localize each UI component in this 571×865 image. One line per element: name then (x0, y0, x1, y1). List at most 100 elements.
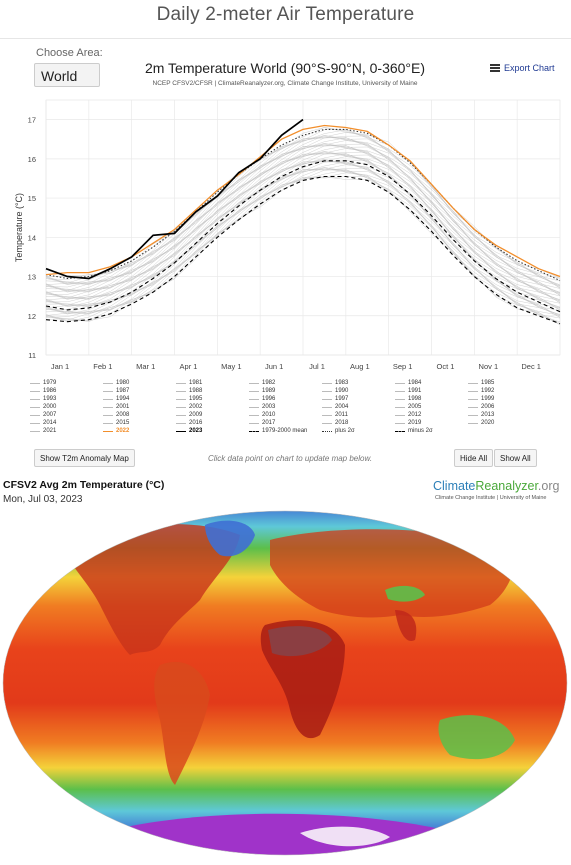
y-tick-label: 15 (28, 194, 36, 203)
legend-item[interactable]: 1990 (322, 387, 395, 395)
legend-item[interactable]: 1979-2000 mean (249, 427, 322, 435)
legend-label: 2008 (116, 412, 130, 418)
legend-swatch (322, 422, 332, 424)
legend-label: 1984 (408, 380, 422, 386)
x-tick-label: Aug 1 (350, 362, 370, 371)
legend-swatch (103, 382, 113, 384)
legend-item[interactable]: 2022 (103, 427, 176, 435)
legend-item[interactable]: 1997 (322, 395, 395, 403)
x-tick-label: Jun 1 (265, 362, 283, 371)
legend-swatch (30, 390, 40, 392)
export-chart-button[interactable]: Export Chart (490, 63, 555, 73)
legend-swatch (395, 382, 405, 384)
year-series-line (45, 153, 561, 308)
legend-item[interactable]: 2014 (30, 419, 103, 427)
hide-all-button[interactable]: Hide All (454, 449, 494, 467)
legend-swatch (395, 398, 405, 400)
legend-item[interactable]: 1981 (176, 379, 249, 387)
legend-item[interactable]: 2019 (395, 419, 468, 427)
legend-item[interactable]: 2017 (249, 419, 322, 427)
legend-item[interactable]: plus 2σ (322, 427, 395, 435)
legend-swatch (322, 406, 332, 408)
legend-item[interactable]: 2004 (322, 403, 395, 411)
legend-item[interactable]: 1980 (103, 379, 176, 387)
legend-swatch (322, 430, 332, 432)
legend-item[interactable]: 2010 (249, 411, 322, 419)
legend-item[interactable]: 2008 (103, 411, 176, 419)
year-series-line (45, 161, 561, 315)
legend-item[interactable]: 1987 (103, 387, 176, 395)
legend-row: 1986 1987 1988 1989 1990 1991 1992 (30, 387, 550, 395)
x-tick-label: Nov 1 (479, 362, 499, 371)
legend-row: 1979 1980 1981 1982 1983 1984 1985 (30, 379, 550, 387)
legend-label: 2012 (408, 412, 422, 418)
legend-item[interactable]: 2011 (322, 411, 395, 419)
legend-item[interactable]: 1998 (395, 395, 468, 403)
climate-reanalyzer-logo[interactable]: ClimateReanalyzer.org (433, 479, 559, 493)
legend-item[interactable]: 1982 (249, 379, 322, 387)
legend-item[interactable]: 1983 (322, 379, 395, 387)
legend-swatch (176, 430, 186, 432)
year-series-line (45, 127, 561, 279)
legend-swatch (395, 414, 405, 416)
legend-label: 2023 (189, 428, 203, 434)
legend-item[interactable]: 2012 (395, 411, 468, 419)
legend-item[interactable]: 2016 (176, 419, 249, 427)
legend-label: 1979-2000 mean (262, 428, 308, 434)
legend-item[interactable]: 1985 (468, 379, 541, 387)
map-date: Mon, Jul 03, 2023 (3, 494, 83, 505)
globe-outline (2, 510, 568, 856)
legend-swatch (30, 382, 40, 384)
legend-item[interactable]: 2002 (176, 403, 249, 411)
legend-item[interactable]: 2021 (30, 427, 103, 435)
antarctica-ice (300, 826, 390, 847)
legend-swatch (103, 430, 113, 432)
logo-text-org: .org (537, 479, 560, 493)
legend-item[interactable]: 1996 (249, 395, 322, 403)
legend-swatch (249, 398, 259, 400)
legend-item[interactable]: 2020 (468, 419, 541, 427)
legend-label: 1989 (262, 388, 276, 394)
show-anomaly-map-button[interactable]: Show T2m Anomaly Map (34, 449, 135, 467)
legend-item[interactable]: 1994 (103, 395, 176, 403)
legend-swatch (176, 398, 186, 400)
temperature-map[interactable] (0, 505, 571, 865)
legend-item[interactable]: 2005 (395, 403, 468, 411)
legend-item[interactable]: 2009 (176, 411, 249, 419)
temperature-chart[interactable]: 11 12 13 14 15 16 17 Jan 1 Feb 1 Mar 1 Apr 1 May 1 J… (0, 90, 571, 375)
legend-item[interactable]: 2001 (103, 403, 176, 411)
legend-item[interactable]: 1984 (395, 379, 468, 387)
x-tick-label: Jan 1 (51, 362, 69, 371)
year-series-line (45, 137, 561, 291)
legend-item[interactable]: 1988 (176, 387, 249, 395)
legend-swatch (249, 414, 259, 416)
legend-item[interactable]: 2006 (468, 403, 541, 411)
legend-row: 2007 2008 2009 2010 2011 2012 2013 (30, 411, 550, 419)
legend-item[interactable]: 1999 (468, 395, 541, 403)
legend-label: 1991 (408, 388, 422, 394)
show-all-button[interactable]: Show All (494, 449, 537, 467)
legend-item[interactable]: 1979 (30, 379, 103, 387)
legend-swatch (395, 390, 405, 392)
legend-swatch (103, 414, 113, 416)
legend-label: 2020 (481, 420, 495, 426)
area-select[interactable]: World (34, 63, 100, 87)
legend-item[interactable]: 2000 (30, 403, 103, 411)
legend-item[interactable]: minus 2σ (395, 427, 468, 435)
legend-item[interactable]: 1992 (468, 387, 541, 395)
legend-item[interactable]: 2023 (176, 427, 249, 435)
legend-item[interactable]: 2013 (468, 411, 541, 419)
legend-item[interactable]: 1989 (249, 387, 322, 395)
legend-item[interactable]: 2003 (249, 403, 322, 411)
legend-item[interactable]: 2015 (103, 419, 176, 427)
export-chart-label: Export Chart (504, 63, 555, 73)
legend-item[interactable]: 2007 (30, 411, 103, 419)
legend-item[interactable]: 1991 (395, 387, 468, 395)
logo-text-reanalyzer: Reanalyzer (475, 479, 538, 493)
title-divider (0, 38, 571, 39)
legend-item[interactable]: 1993 (30, 395, 103, 403)
legend-item[interactable]: 1986 (30, 387, 103, 395)
legend-label: 2018 (335, 420, 349, 426)
legend-item[interactable]: 2018 (322, 419, 395, 427)
legend-item[interactable]: 1995 (176, 395, 249, 403)
